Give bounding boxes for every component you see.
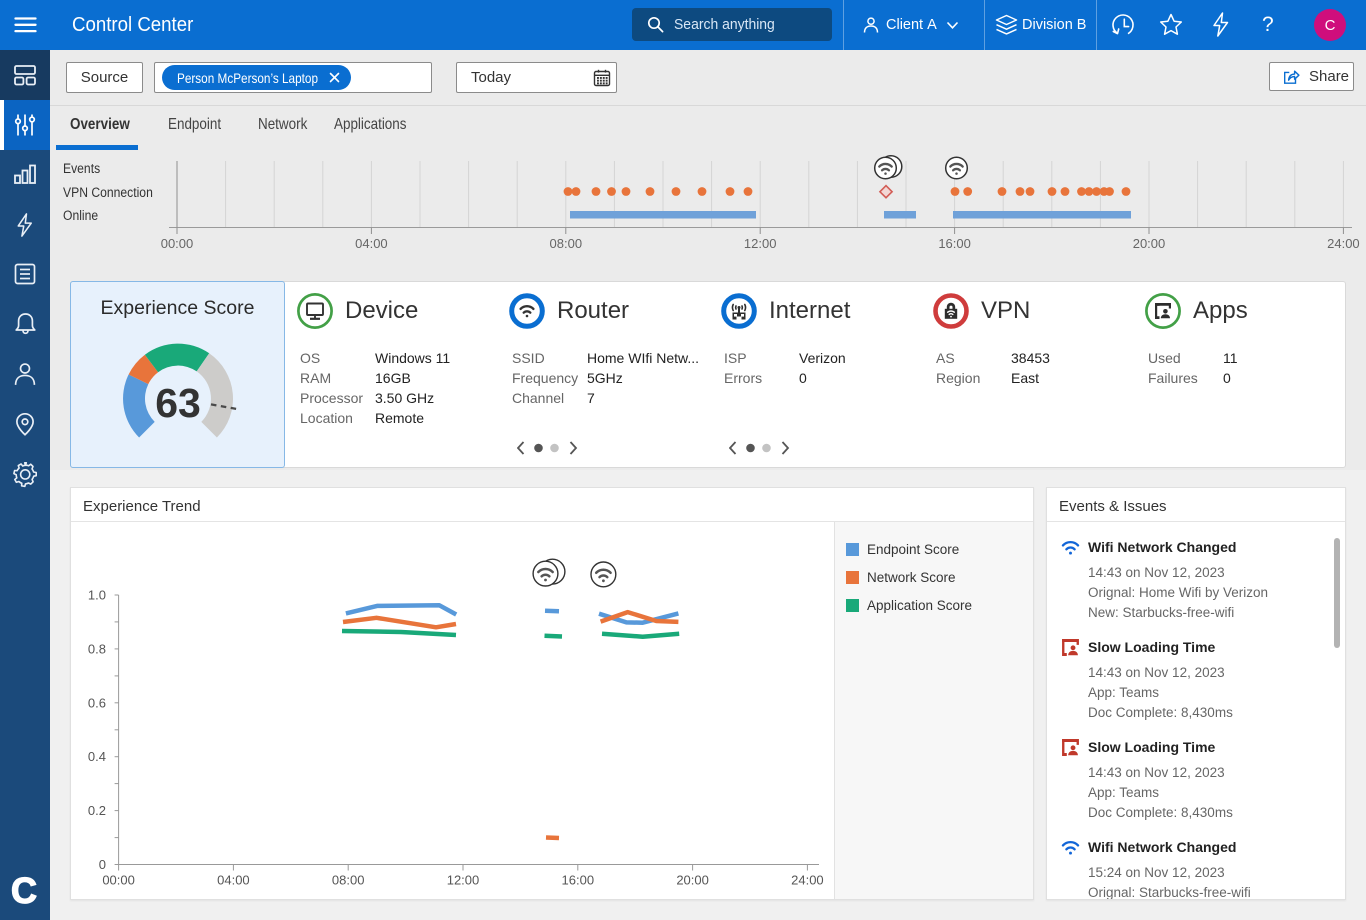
svg-text:16:00: 16:00 [938,236,971,251]
svg-text:0.8: 0.8 [88,641,106,656]
svg-text:20:00: 20:00 [676,873,709,888]
svg-text:24:00: 24:00 [1327,236,1360,251]
svg-text:00:00: 00:00 [102,873,135,888]
svg-text:0: 0 [99,857,106,872]
svg-text:1.0: 1.0 [88,588,106,603]
svg-text:08:00: 08:00 [550,236,583,251]
svg-text:00:00: 00:00 [161,236,194,251]
svg-text:63: 63 [155,380,201,426]
svg-text:12:00: 12:00 [447,873,480,888]
svg-text:0.4: 0.4 [88,749,106,764]
svg-text:08:00: 08:00 [332,873,365,888]
svg-text:24:00: 24:00 [791,873,824,888]
svg-text:04:00: 04:00 [217,873,250,888]
svg-text:04:00: 04:00 [355,236,388,251]
svg-text:0.6: 0.6 [88,695,106,710]
svg-text:16:00: 16:00 [562,873,595,888]
svg-text:0.2: 0.2 [88,803,106,818]
svg-text:12:00: 12:00 [744,236,777,251]
svg-text:20:00: 20:00 [1133,236,1166,251]
